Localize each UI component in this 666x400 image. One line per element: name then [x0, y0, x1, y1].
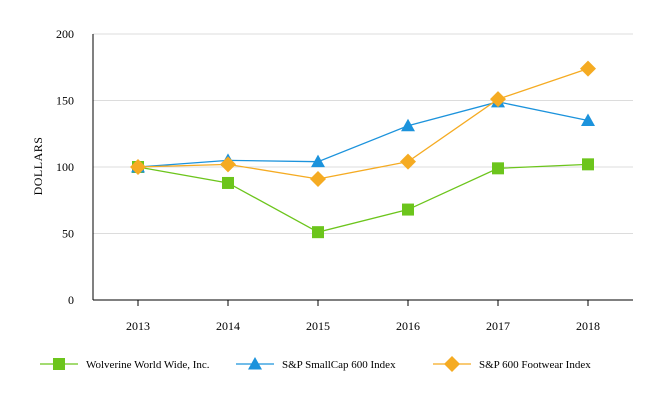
legend: Wolverine World Wide, Inc. S&P SmallCap 6… [40, 356, 591, 372]
series-line [137, 101, 589, 168]
legend-item: Wolverine World Wide, Inc. [40, 358, 210, 371]
data-point-diamond [490, 91, 506, 108]
data-point-square [492, 162, 504, 175]
x-tick-labels: 2013 2014 2015 2016 2017 2018 [126, 319, 600, 333]
series [130, 60, 596, 239]
data-point-diamond [310, 170, 326, 187]
x-tick-label: 2017 [486, 319, 510, 333]
data-point-square [312, 226, 324, 239]
y-tick-label: 100 [56, 160, 74, 174]
legend-marker-square [53, 358, 65, 370]
y-tick-label: 200 [56, 27, 74, 41]
series-line [137, 67, 589, 180]
data-point-diamond [580, 60, 596, 77]
legend-marker-triangle [248, 357, 262, 370]
series-line [137, 163, 589, 233]
data-point-square [402, 203, 414, 216]
legend-label: Wolverine World Wide, Inc. [86, 359, 210, 371]
legend-item: S&P 600 Footwear Index [433, 356, 591, 372]
x-tick-label: 2014 [216, 319, 240, 333]
data-point-triangle [311, 154, 325, 168]
data-point-square [582, 158, 594, 171]
legend-label: S&P 600 Footwear Index [479, 359, 591, 371]
y-tick-label: 150 [56, 94, 74, 108]
data-point-triangle [581, 113, 595, 126]
data-point-diamond [220, 156, 236, 173]
data-point-diamond [400, 153, 416, 170]
x-tick-label: 2018 [576, 319, 600, 333]
x-tick-label: 2015 [306, 319, 330, 333]
data-point-diamond [130, 159, 146, 175]
y-tick-labels: 0 50 100 150 200 [56, 27, 74, 307]
data-point-triangle [401, 118, 415, 132]
legend-marker-diamond [444, 356, 460, 372]
y-tick-label: 0 [68, 293, 74, 307]
y-tick-label: 50 [62, 227, 74, 241]
data-point-square [222, 176, 234, 189]
y-axis-title: DOLLARS [31, 137, 45, 196]
series-1 [131, 94, 595, 173]
legend-label: S&P SmallCap 600 Index [282, 359, 396, 371]
axes [92, 34, 633, 306]
series-2 [130, 60, 596, 187]
legend-item: S&P SmallCap 600 Index [236, 357, 396, 371]
x-tick-label: 2013 [126, 319, 150, 333]
gridlines [93, 33, 633, 234]
x-tick-label: 2016 [396, 319, 420, 333]
